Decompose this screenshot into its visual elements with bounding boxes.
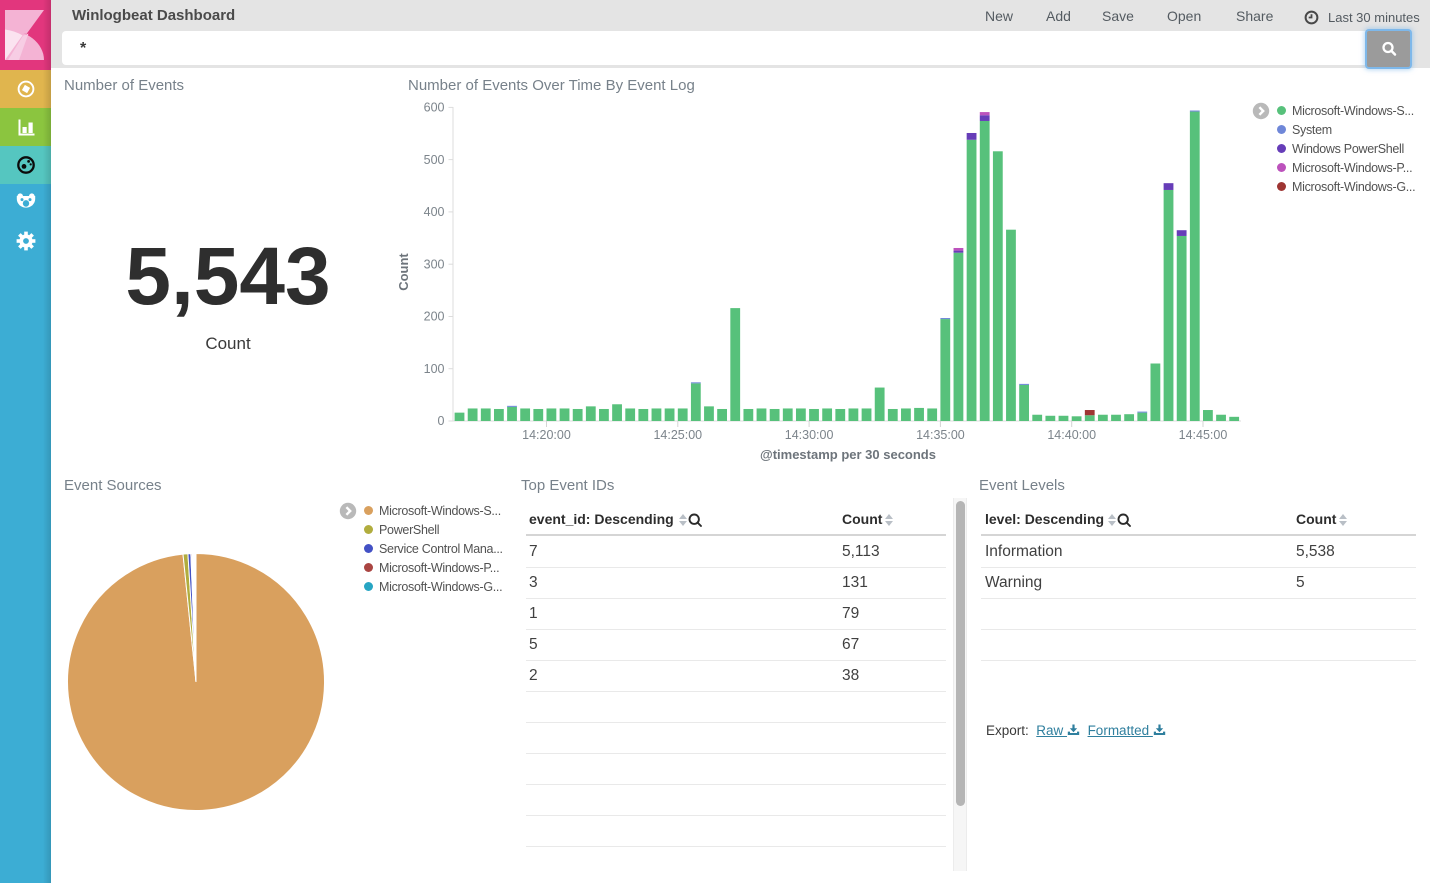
svg-text:Count: Count bbox=[396, 253, 411, 291]
svg-text:200: 200 bbox=[424, 310, 445, 324]
svg-text:14:30:00: 14:30:00 bbox=[785, 428, 834, 442]
svg-text:100: 100 bbox=[424, 362, 445, 376]
svg-text:14:20:00: 14:20:00 bbox=[522, 428, 571, 442]
svg-text:14:45:00: 14:45:00 bbox=[1179, 428, 1228, 442]
svg-text:14:35:00: 14:35:00 bbox=[916, 428, 965, 442]
svg-text:300: 300 bbox=[424, 257, 445, 271]
svg-text:@timestamp per 30 seconds: @timestamp per 30 seconds bbox=[760, 447, 936, 462]
svg-text:500: 500 bbox=[424, 153, 445, 167]
svg-text:14:40:00: 14:40:00 bbox=[1047, 428, 1096, 442]
svg-text:0: 0 bbox=[438, 414, 445, 428]
svg-text:14:25:00: 14:25:00 bbox=[653, 428, 702, 442]
svg-text:400: 400 bbox=[424, 205, 445, 219]
svg-text:600: 600 bbox=[424, 101, 445, 115]
